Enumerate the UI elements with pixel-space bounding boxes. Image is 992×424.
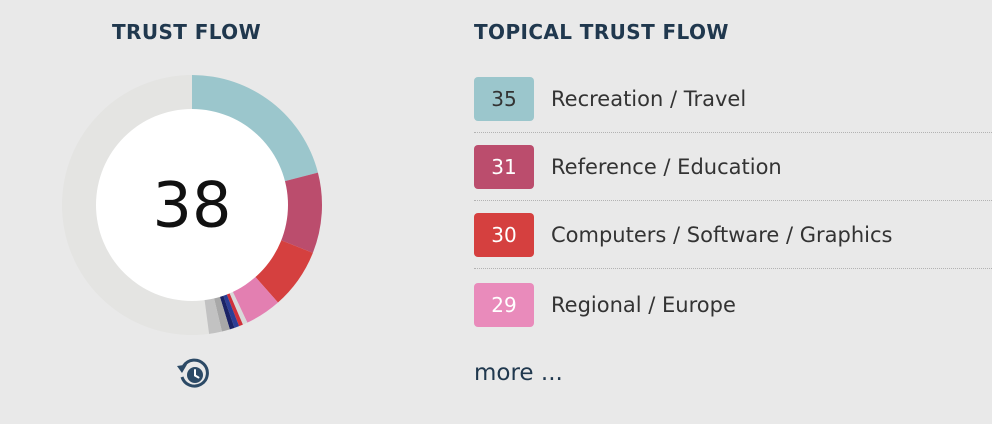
- more-topics-link[interactable]: more ...: [474, 360, 563, 386]
- topical-trust-flow-title: TOPICAL TRUST FLOW: [474, 20, 729, 44]
- topic-label: Recreation / Travel: [551, 86, 747, 111]
- topic-label: Regional / Europe: [551, 293, 736, 317]
- history-clock-icon[interactable]: [174, 356, 210, 390]
- trust-flow-value: 38: [153, 169, 232, 242]
- trust-flow-title: TRUST FLOW: [112, 20, 262, 44]
- trust-flow-donut: 38: [62, 75, 323, 335]
- topic-score-badge: 29: [474, 283, 534, 327]
- topic-row-reference-education[interactable]: 31 Reference / Education: [474, 133, 992, 201]
- topic-score-badge: 35: [474, 76, 534, 121]
- topic-label: Reference / Education: [551, 154, 782, 179]
- topic-score-badge: 31: [474, 144, 534, 189]
- topic-row-recreation-travel[interactable]: 35 Recreation / Travel: [474, 65, 992, 133]
- topic-row-computers-software-graphics[interactable]: 30 Computers / Software / Graphics: [474, 201, 992, 269]
- donut-center: [96, 109, 288, 301]
- topic-score-badge: 30: [474, 212, 534, 257]
- topic-row-regional-europe[interactable]: 29 Regional / Europe: [474, 271, 992, 339]
- topic-label: Computers / Software / Graphics: [551, 222, 893, 247]
